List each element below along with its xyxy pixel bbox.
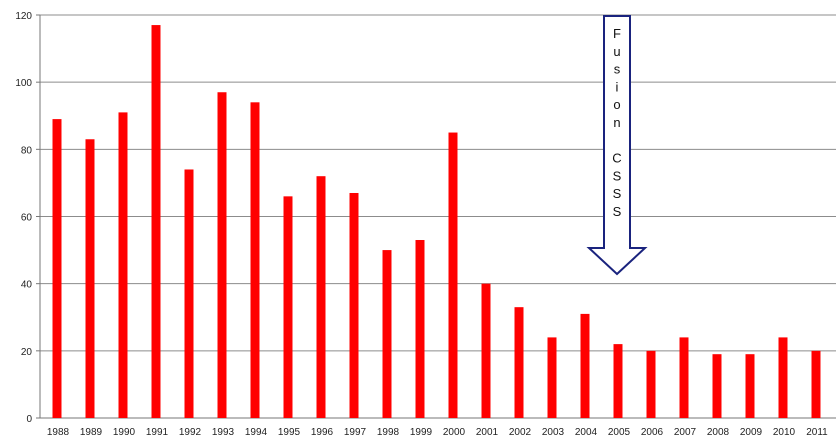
- bar-1999: [415, 240, 425, 418]
- down-arrow-icon: [586, 15, 648, 276]
- annotation-letter: u: [613, 44, 620, 59]
- x-tick-label: 1991: [146, 427, 169, 438]
- bar-2005: [613, 344, 623, 418]
- bar-2000: [448, 132, 458, 418]
- x-tick-label: 2003: [542, 427, 565, 438]
- x-tick-label: 2002: [509, 427, 532, 438]
- bar-2010: [778, 337, 788, 418]
- annotation-letter: C: [612, 151, 621, 166]
- bar-2001: [481, 283, 491, 418]
- bar-2008: [712, 354, 722, 418]
- x-tick-label: 2000: [443, 427, 466, 438]
- bar-2009: [745, 354, 755, 418]
- bar-1995: [283, 196, 293, 418]
- bar-1994: [250, 102, 260, 419]
- bar-1998: [382, 250, 392, 418]
- annotation-letter: s: [614, 62, 621, 77]
- bar-1997: [349, 192, 359, 418]
- y-tick-label: 60: [21, 213, 33, 224]
- y-tick-label: 40: [21, 280, 33, 291]
- x-tick-label: 1997: [344, 427, 367, 438]
- x-tick-label: 1995: [278, 427, 301, 438]
- bar-2004: [580, 313, 590, 418]
- x-tick-label: 1998: [377, 427, 400, 438]
- bar-1991: [151, 25, 161, 418]
- x-tick-label: 1999: [410, 427, 433, 438]
- y-tick-labels: 0 20 40 60 80 100 120: [15, 11, 32, 425]
- x-tick-label: 2009: [740, 427, 763, 438]
- x-tick-label: 1994: [245, 427, 268, 438]
- annotation-letter: F: [613, 26, 621, 41]
- y-tick-label: 100: [15, 78, 32, 89]
- annotation-letter: S: [613, 186, 622, 201]
- gridlines: [40, 14, 836, 352]
- x-tick-label: 1992: [179, 427, 202, 438]
- annotation-letter: S: [613, 168, 622, 183]
- annotation-letter: o: [613, 97, 620, 112]
- y-tick-label: 20: [21, 347, 33, 358]
- annotation-letter: i: [616, 79, 619, 94]
- bar-2003: [547, 337, 557, 418]
- bar-1992: [184, 169, 194, 418]
- bar-1988: [52, 119, 62, 418]
- x-tick-label: 2001: [476, 427, 499, 438]
- x-tick-label: 1988: [47, 427, 70, 438]
- y-tick-label: 80: [21, 145, 33, 156]
- x-tick-label: 1990: [113, 427, 136, 438]
- x-tick-label: 2004: [575, 427, 598, 438]
- bar-1989: [85, 139, 95, 418]
- bar-2006: [646, 350, 656, 418]
- bar-1993: [217, 92, 227, 418]
- x-tick-label: 2007: [674, 427, 697, 438]
- y-tick-label: 0: [26, 414, 32, 425]
- bar-2007: [679, 337, 689, 418]
- axes: [36, 14, 836, 419]
- x-tick-label: 2005: [608, 427, 631, 438]
- bar-1996: [316, 176, 326, 418]
- x-tick-label: 2010: [773, 427, 796, 438]
- bar-2011: [811, 350, 821, 418]
- x-tick-label: 1993: [212, 427, 235, 438]
- x-tick-label: 1996: [311, 427, 334, 438]
- bars: [52, 25, 821, 419]
- annotation-letter: n: [613, 115, 620, 130]
- x-tick-label: 2011: [806, 427, 828, 438]
- x-tick-label: 1989: [80, 427, 103, 438]
- annotation-letter: S: [613, 204, 622, 219]
- x-tick-label: 2008: [707, 427, 730, 438]
- bar-1990: [118, 112, 128, 419]
- bar-2002: [514, 307, 524, 418]
- x-tick-labels: 1988 1989 1990 1991 1992 1993 1994 1995 1996 1997…: [47, 427, 828, 438]
- y-tick-label: 120: [15, 11, 32, 22]
- x-tick-label: 2006: [641, 427, 664, 438]
